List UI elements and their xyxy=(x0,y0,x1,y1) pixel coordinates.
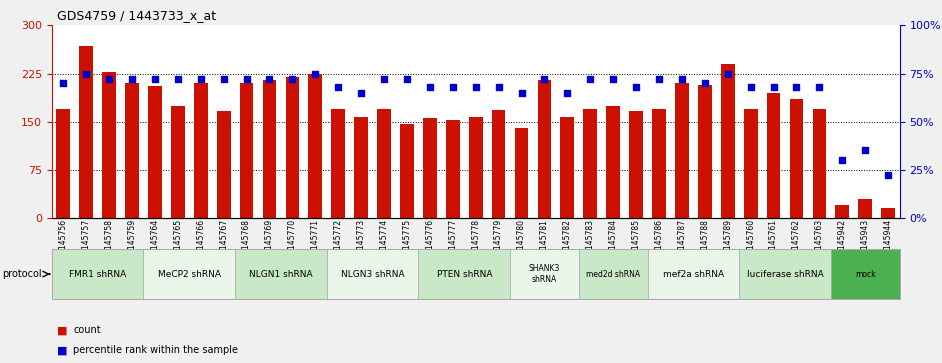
Point xyxy=(78,70,93,76)
Bar xyxy=(400,123,414,218)
Bar xyxy=(698,85,712,218)
Bar xyxy=(354,117,368,218)
Point xyxy=(766,84,781,90)
Point xyxy=(537,76,552,82)
Bar xyxy=(789,99,804,218)
Bar xyxy=(652,109,666,218)
Bar xyxy=(836,205,849,218)
Text: NLGN1 shRNA: NLGN1 shRNA xyxy=(249,270,313,278)
Bar xyxy=(194,83,207,218)
Point xyxy=(835,157,850,163)
Point xyxy=(858,147,873,153)
Bar xyxy=(538,80,551,218)
Text: luciferase shRNA: luciferase shRNA xyxy=(747,270,823,278)
Bar xyxy=(263,80,276,218)
Text: mef2a shRNA: mef2a shRNA xyxy=(663,270,724,278)
Bar xyxy=(721,64,735,218)
Text: PTEN shRNA: PTEN shRNA xyxy=(436,270,492,278)
Point xyxy=(353,90,368,95)
Point xyxy=(721,70,736,76)
Bar xyxy=(560,117,575,218)
Point xyxy=(697,80,712,86)
Point xyxy=(743,84,758,90)
Text: SHANK3
shRNA: SHANK3 shRNA xyxy=(528,264,560,284)
Point xyxy=(308,70,323,76)
Point xyxy=(377,76,392,82)
Bar xyxy=(103,72,116,218)
Point xyxy=(284,76,300,82)
Point xyxy=(147,76,162,82)
Point xyxy=(652,76,667,82)
Bar xyxy=(57,109,70,218)
Bar xyxy=(469,117,482,218)
Text: percentile rank within the sample: percentile rank within the sample xyxy=(73,345,238,355)
Bar xyxy=(492,110,506,218)
Point xyxy=(514,90,529,95)
Bar xyxy=(239,83,253,218)
Point xyxy=(560,90,575,95)
Point xyxy=(812,84,827,90)
Bar xyxy=(858,199,872,218)
Point xyxy=(628,84,643,90)
Bar xyxy=(446,120,460,218)
Text: ■: ■ xyxy=(57,325,67,335)
Bar xyxy=(882,208,895,218)
Bar xyxy=(171,106,185,218)
Bar xyxy=(332,109,345,218)
Bar xyxy=(514,128,528,218)
Text: GDS4759 / 1443733_x_at: GDS4759 / 1443733_x_at xyxy=(57,9,216,22)
Bar xyxy=(675,83,689,218)
Bar xyxy=(629,111,643,218)
Text: med2d shRNA: med2d shRNA xyxy=(586,270,641,278)
Text: count: count xyxy=(73,325,101,335)
Point xyxy=(881,172,896,178)
Bar xyxy=(217,111,231,218)
Bar xyxy=(79,46,93,218)
Point xyxy=(491,84,506,90)
Bar xyxy=(125,83,138,218)
Bar xyxy=(285,77,300,218)
Text: MeCP2 shRNA: MeCP2 shRNA xyxy=(158,270,220,278)
Bar xyxy=(767,93,781,218)
Bar xyxy=(308,73,322,218)
Point xyxy=(789,84,804,90)
Point xyxy=(583,76,598,82)
Point xyxy=(674,76,690,82)
Bar xyxy=(583,109,597,218)
Point xyxy=(171,76,186,82)
Bar xyxy=(148,86,162,218)
Bar xyxy=(377,109,391,218)
Point xyxy=(422,84,437,90)
Bar xyxy=(744,109,757,218)
Point xyxy=(102,76,117,82)
Text: FMR1 shRNA: FMR1 shRNA xyxy=(69,270,126,278)
Point xyxy=(399,76,414,82)
Point xyxy=(216,76,231,82)
Point xyxy=(239,76,254,82)
Point xyxy=(606,76,621,82)
Point xyxy=(468,84,483,90)
Text: NLGN3 shRNA: NLGN3 shRNA xyxy=(341,270,404,278)
Bar xyxy=(423,118,437,218)
Bar xyxy=(607,106,620,218)
Point xyxy=(446,84,461,90)
Bar xyxy=(813,109,826,218)
Point xyxy=(56,80,71,86)
Point xyxy=(193,76,208,82)
Point xyxy=(331,84,346,90)
Point xyxy=(124,76,139,82)
Point xyxy=(262,76,277,82)
Text: ■: ■ xyxy=(57,345,67,355)
Text: protocol: protocol xyxy=(2,269,41,279)
Text: mock: mock xyxy=(855,270,875,278)
